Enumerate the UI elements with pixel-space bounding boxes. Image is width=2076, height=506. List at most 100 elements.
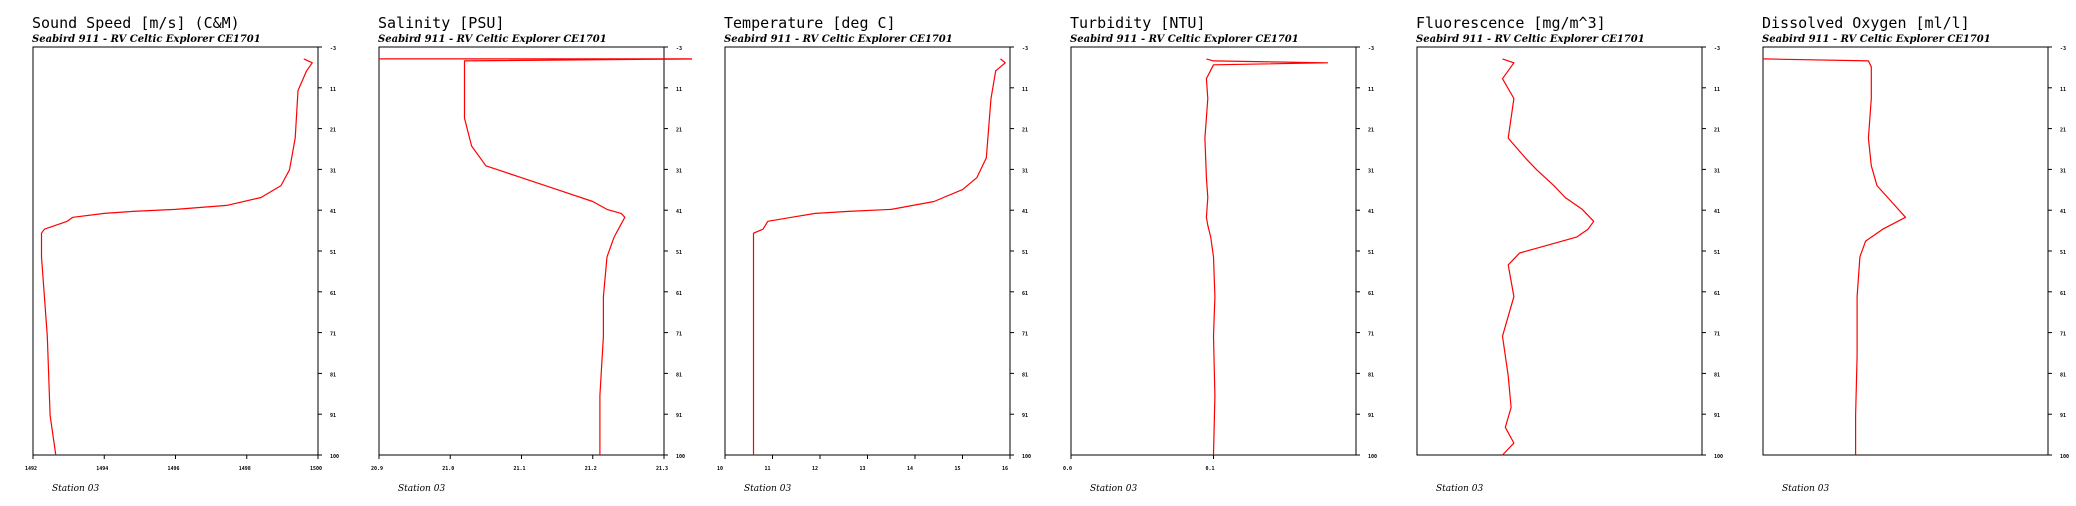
y-tick-label: 71: [1368, 332, 1374, 338]
x-tick-label: 1494: [96, 466, 108, 472]
temperature-chart: -3 11 21 31 41 51 61 71 81 91 100 10 11 12 13 14 15 16: [717, 46, 1031, 472]
x-tick-label: 1498: [239, 466, 251, 472]
y-tick-label: 51: [676, 250, 682, 256]
y-tick-label: 41: [1022, 209, 1028, 215]
plot-frame: [32, 46, 319, 456]
x-tick-label: 21.0: [442, 466, 454, 472]
chart-title: Fluorescence [mg/m^3]: [1416, 14, 1606, 32]
y-tick-label: 31: [1022, 168, 1028, 174]
y-tick-label: 100: [676, 454, 685, 460]
y-tick-label: 11: [1368, 87, 1374, 93]
y-tick-label: 91: [676, 413, 682, 419]
y-tick-label: 81: [330, 372, 336, 378]
y-tick-label: 31: [1714, 168, 1720, 174]
y-tick-label: 11: [2060, 87, 2066, 93]
station-label: Station 03: [1782, 484, 1830, 494]
dissolved-oxygen-chart: -3 11 21 31 41 51 61 71 81 91 100: [1762, 46, 2069, 460]
x-tick-label: 11: [765, 466, 771, 472]
y-tick-label: -3: [2060, 46, 2066, 52]
x-tick-label: 1500: [310, 466, 322, 472]
y-tick-label: 100: [1368, 454, 1377, 460]
fluorescence-panel: Fluorescence [mg/m^3] Seabird 911 - RV C…: [1384, 0, 1730, 506]
y-tick-label: 61: [330, 291, 336, 297]
y-tick-label: 31: [330, 168, 336, 174]
y-tick-label: 41: [1714, 209, 1720, 215]
chart-subtitle: Seabird 911 - RV Celtic Explorer CE1701: [32, 34, 261, 45]
x-tick-label: 1492: [25, 466, 37, 472]
y-tick-label: 31: [1368, 168, 1374, 174]
x-tick-label: 21.1: [514, 466, 526, 472]
chart-subtitle: Seabird 911 - RV Celtic Explorer CE1701: [1070, 34, 1299, 45]
y-tick-label: 51: [1368, 250, 1374, 256]
y-tick-label: 61: [2060, 291, 2066, 297]
y-tick-label: 100: [2060, 454, 2069, 460]
y-tick-label: 21: [330, 128, 336, 134]
y-tick-label: 11: [330, 87, 336, 93]
profile-line: [752, 58, 1006, 455]
y-tick-label: 61: [1022, 291, 1028, 297]
y-tick-label: 81: [1368, 372, 1374, 378]
y-tick-label: 51: [1022, 250, 1028, 256]
salinity-chart: -3 11 21 31 41 51 61 71 81 91 100 20.9 21.0 21.1 21.2 2…: [371, 46, 692, 472]
y-tick-label: 41: [1368, 209, 1374, 215]
plot-frame: [724, 46, 1011, 456]
x-tick-label: 13: [860, 466, 866, 472]
y-tick-label: 100: [330, 454, 339, 460]
station-label: Station 03: [744, 484, 792, 494]
y-tick-label: 31: [2060, 168, 2066, 174]
y-tick-label: 81: [1022, 372, 1028, 378]
y-tick-label: 21: [1368, 128, 1374, 134]
turbidity-panel: Turbidity [NTU] Seabird 911 - RV Celtic …: [1038, 0, 1384, 506]
profile-line: [379, 58, 692, 455]
y-tick-label: 61: [1714, 291, 1720, 297]
x-tick-label: 1496: [168, 466, 180, 472]
sound-speed-chart: -3 11 21 31 41 51 61 71 81 91 100 1492 1494 1496 1498 1…: [25, 46, 339, 472]
y-tick-label: -3: [1022, 46, 1028, 52]
y-tick-label: 91: [1714, 413, 1720, 419]
y-tick-label: 21: [676, 128, 682, 134]
x-tick-label: 16: [1002, 466, 1008, 472]
fluorescence-chart: -3 11 21 31 41 51 61 71 81 91 100: [1416, 46, 1723, 460]
x-tick-label: 14: [907, 466, 913, 472]
x-tick-label: 0.1: [1206, 466, 1215, 472]
x-tick-label: 12: [812, 466, 818, 472]
y-tick-label: 21: [1022, 128, 1028, 134]
chart-title: Temperature [deg C]: [724, 14, 896, 32]
y-tick-label: 61: [1368, 291, 1374, 297]
y-tick-label: 11: [1022, 87, 1028, 93]
station-label: Station 03: [52, 484, 100, 494]
x-tick-label: 0.0: [1063, 466, 1072, 472]
chart-title: Salinity [PSU]: [378, 14, 505, 32]
y-tick-label: 71: [2060, 332, 2066, 338]
salinity-panel: Salinity [PSU] Seabird 911 - RV Celtic E…: [346, 0, 692, 506]
y-tick-label: 81: [676, 372, 682, 378]
x-tick-label: 21.3: [656, 466, 668, 472]
y-tick-label: 81: [2060, 372, 2066, 378]
y-tick-label: 51: [330, 250, 336, 256]
turbidity-chart: -3 11 21 31 41 51 61 71 81 91 100 0.0 0.1: [1063, 46, 1377, 472]
y-tick-label: 81: [1714, 372, 1720, 378]
y-tick-label: -3: [1714, 46, 1720, 52]
y-tick-label: 41: [676, 209, 682, 215]
y-tick-label: 91: [330, 413, 336, 419]
plot-frame: [378, 46, 665, 456]
station-label: Station 03: [1090, 484, 1138, 494]
profile-line: [40, 58, 313, 456]
y-tick-label: 11: [676, 87, 682, 93]
x-tick-label: 10: [717, 466, 723, 472]
y-tick-label: 100: [1714, 454, 1723, 460]
y-tick-label: -3: [1368, 46, 1374, 52]
y-tick-label: 51: [2060, 250, 2066, 256]
profile-line: [1204, 58, 1329, 456]
profile-line: [1501, 58, 1595, 456]
y-tick-label: 41: [330, 209, 336, 215]
temperature-panel: Temperature [deg C] Seabird 911 - RV Cel…: [692, 0, 1038, 506]
y-tick-label: 91: [1368, 413, 1374, 419]
chart-title: Turbidity [NTU]: [1070, 14, 1206, 32]
y-tick-label: 71: [1714, 332, 1720, 338]
station-label: Station 03: [1436, 484, 1484, 494]
y-tick-label: 71: [676, 332, 682, 338]
chart-title: Dissolved Oxygen [ml/l]: [1762, 14, 1970, 32]
y-tick-label: -3: [330, 46, 336, 52]
y-tick-label: 11: [1714, 87, 1720, 93]
